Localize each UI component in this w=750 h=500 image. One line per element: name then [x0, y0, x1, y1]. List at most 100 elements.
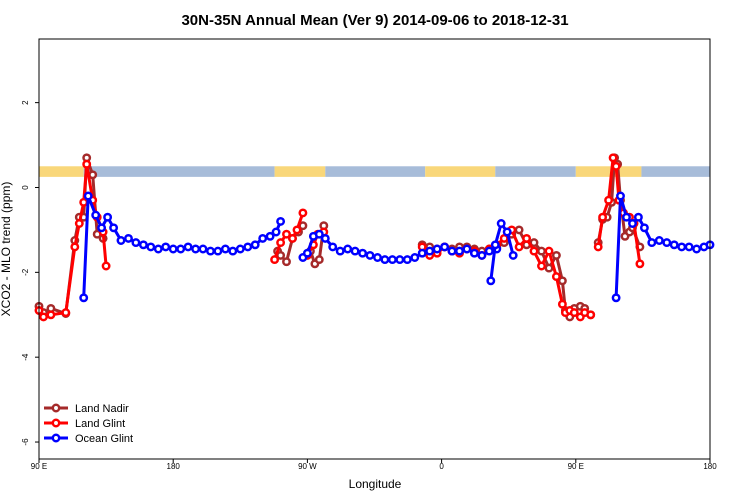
- data-point: [79, 197, 89, 207]
- data-point: [608, 153, 618, 163]
- data-point: [373, 253, 382, 262]
- data-point: [328, 242, 338, 252]
- mask-ocean-segment: [495, 166, 576, 177]
- data-point: [684, 242, 694, 252]
- y-tick-label: -2: [21, 268, 30, 276]
- data-point: [662, 238, 672, 248]
- data-point: [213, 246, 223, 256]
- data-point: [270, 255, 280, 265]
- data-point: [276, 238, 286, 248]
- x-tick-label: 90 E: [568, 462, 584, 471]
- data-point: [298, 208, 308, 218]
- data-point: [61, 308, 71, 318]
- data-point: [161, 242, 171, 252]
- data-point: [514, 242, 524, 252]
- data-point: [654, 236, 664, 245]
- legend-label-ocean-glint: Ocean Glint: [75, 433, 133, 445]
- data-point: [358, 248, 368, 258]
- data-point: [598, 212, 608, 222]
- data-point: [692, 244, 702, 254]
- data-point: [477, 250, 487, 260]
- legend: Land Nadir Land Glint Ocean Glint: [44, 403, 133, 445]
- data-point: [292, 225, 302, 235]
- y-tick-label: 2: [21, 100, 30, 105]
- data-point: [191, 244, 201, 254]
- data-point: [88, 170, 98, 180]
- data-point: [537, 246, 546, 256]
- data-point: [39, 312, 48, 322]
- legend-label-land-glint: Land Glint: [75, 418, 125, 430]
- data-point: [647, 238, 657, 248]
- data-point: [97, 223, 107, 233]
- x-tick-label: 90 W: [298, 462, 317, 471]
- data-point: [462, 244, 472, 254]
- data-point: [669, 240, 679, 250]
- data-point: [314, 255, 324, 265]
- data-point: [633, 212, 643, 222]
- mask-ocean-segment: [641, 166, 710, 177]
- mask-land-segment: [39, 166, 84, 177]
- data-point: [82, 159, 92, 169]
- data-point: [288, 233, 297, 243]
- data-point: [537, 261, 546, 271]
- data-point: [380, 255, 390, 265]
- mask-land-segment: [425, 166, 496, 177]
- data-point: [138, 240, 148, 250]
- data-point: [639, 223, 649, 233]
- mask-land-segment: [274, 166, 326, 177]
- mask-ocean-segment: [325, 166, 426, 177]
- data-point: [469, 248, 479, 258]
- data-point: [343, 244, 353, 254]
- data-point: [417, 248, 427, 258]
- data-point: [522, 233, 532, 243]
- data-point: [569, 308, 579, 318]
- data-point: [395, 255, 405, 265]
- legend-marker-land-glint: [51, 418, 61, 428]
- data-point: [198, 244, 208, 254]
- data-point: [502, 227, 512, 237]
- data-point: [529, 246, 539, 256]
- data-point: [220, 244, 230, 254]
- data-point: [586, 310, 596, 320]
- data-point: [282, 229, 291, 239]
- data-point: [302, 248, 312, 258]
- x-tick-label: 90 E: [31, 462, 47, 471]
- data-point: [314, 229, 324, 239]
- y-tick-label: -6: [21, 438, 30, 446]
- data-point: [265, 231, 275, 241]
- x-axis-label: Longitude: [349, 477, 402, 491]
- data-point: [243, 242, 253, 252]
- data-point: [557, 299, 567, 309]
- data-point: [425, 246, 435, 256]
- data-point: [276, 216, 286, 226]
- series-layer: [34, 153, 715, 322]
- data-point: [593, 242, 603, 252]
- data-point: [611, 293, 621, 303]
- data-point: [70, 242, 80, 252]
- data-point: [131, 238, 141, 248]
- data-point: [168, 244, 178, 254]
- y-tick-label: -4: [21, 353, 30, 361]
- data-point: [235, 244, 245, 254]
- data-point: [484, 246, 494, 256]
- data-point: [616, 191, 625, 201]
- data-point: [410, 253, 420, 262]
- x-tick-label: 0: [439, 462, 444, 471]
- data-point: [440, 242, 450, 252]
- data-point: [153, 244, 163, 254]
- data-point: [622, 212, 631, 222]
- data-point: [206, 246, 215, 256]
- data-point: [529, 238, 539, 248]
- data-point: [635, 259, 645, 269]
- data-point: [91, 210, 101, 220]
- data-point: [628, 219, 637, 228]
- data-point: [486, 276, 496, 286]
- land-ocean-mask: [39, 166, 710, 177]
- data-point: [387, 255, 397, 265]
- y-axis-label: XCO2 - MLO trend (ppm): [0, 182, 13, 317]
- mask-land-segment: [575, 166, 642, 177]
- data-point: [282, 257, 291, 267]
- data-point: [447, 246, 457, 256]
- x-axis: 90 E 180 90 W 0 90 E 180: [31, 459, 717, 471]
